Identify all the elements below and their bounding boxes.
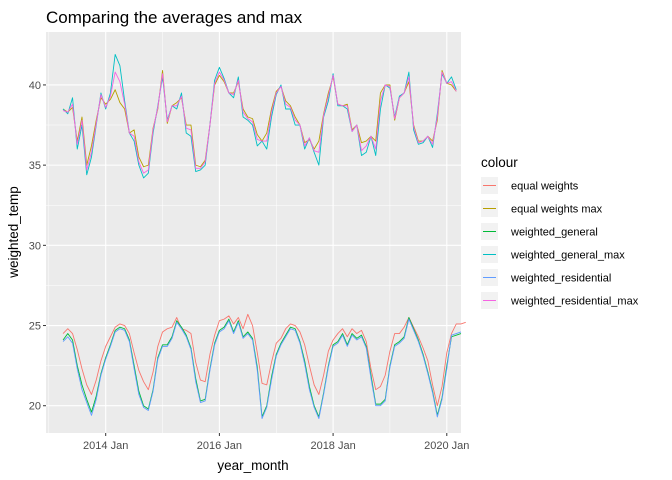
x-tick-label: 2016 Jan [197,440,242,452]
x-tick-label: 2020 Jan [424,440,469,452]
y-tick-label: 40 [29,80,41,92]
series-lines [62,54,466,420]
legend-label-weighted-residential-max: weighted_residential_max [510,296,639,308]
y-tick-label: 20 [29,401,41,413]
plot-panel [46,32,461,433]
chart-title: Comparing the averages and max [46,8,303,27]
x-tick-label: 2018 Jan [310,440,355,452]
x-axis-title: year_month [217,458,288,473]
legend-label-equal-weights-max: equal weights max [511,204,603,216]
legend-title: colour [481,155,518,170]
series-line-equal-weights [62,313,466,407]
legend: colour equal weights equal weights max wei… [481,155,639,309]
y-tick-label: 25 [29,321,41,333]
x-tick-label: 2014 Jan [83,440,128,452]
legend-label-weighted-general-max: weighted_general_max [510,250,625,262]
series-line-weighted-residential [62,318,462,420]
y-tick-label: 35 [29,160,41,172]
legend-label-equal-weights: equal weights [511,181,579,193]
y-axis-title: weighted_temp [6,186,21,279]
y-tick-label: 30 [29,240,41,252]
y-axis: 20 25 30 35 40 [29,80,46,413]
legend-label-weighted-general: weighted_general [510,227,598,239]
x-axis: 2014 Jan 2016 Jan 2018 Jan 2020 Jan [83,433,469,452]
series-line-weighted-residential-max [62,71,457,174]
legend-label-weighted-residential: weighted_residential [510,273,611,285]
